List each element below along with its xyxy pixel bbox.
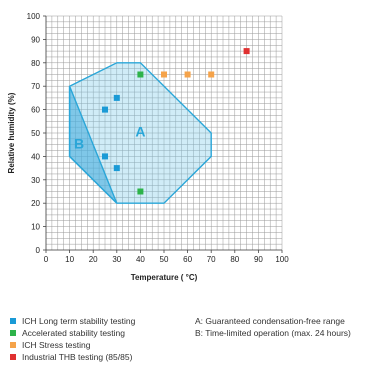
legend-label-thb: Industrial THB testing (85/85) xyxy=(22,352,133,362)
x-tick-label: 50 xyxy=(160,255,169,264)
legend-label-long-term: ICH Long term stability testing xyxy=(22,316,136,326)
legend-label-region-a: A: Guaranteed condensation-free range xyxy=(195,316,345,326)
x-tick-label: 100 xyxy=(275,255,289,264)
legend-item-long-term: ICH Long term stability testing xyxy=(10,315,135,327)
legend-item-stress: ICH Stress testing xyxy=(10,339,135,351)
legend-label-accelerated: Accelerated stability testing xyxy=(22,328,125,338)
data-point-series-0 xyxy=(113,94,120,101)
y-tick-label: 10 xyxy=(31,223,40,232)
region-label-a: A xyxy=(135,124,145,140)
legend-label-region-b: B: Time-limited operation (max. 24 hours… xyxy=(195,328,351,338)
legend-swatch-thb xyxy=(10,354,16,360)
x-tick-label: 30 xyxy=(112,255,121,264)
data-point-series-2 xyxy=(161,71,167,78)
x-tick-label: 80 xyxy=(230,255,239,264)
y-tick-label: 100 xyxy=(27,12,41,21)
legend-swatch-accelerated xyxy=(10,330,16,336)
legend-item-region-a: A: Guaranteed condensation-free range xyxy=(195,315,351,327)
y-axis-title: Relative humidity (%) xyxy=(7,92,16,173)
y-tick-label: 40 xyxy=(31,152,40,161)
legend-swatch-stress xyxy=(10,342,16,348)
y-tick-label: 90 xyxy=(31,35,40,44)
data-point-series-0 xyxy=(102,106,108,113)
legend-label-stress: ICH Stress testing xyxy=(22,340,91,350)
y-tick-label: 0 xyxy=(36,246,41,255)
y-tick-label: 30 xyxy=(31,176,40,185)
data-point-series-3 xyxy=(243,48,250,55)
x-tick-label: 0 xyxy=(44,255,49,264)
data-point-series-0 xyxy=(102,153,108,160)
data-point-series-1 xyxy=(137,188,144,195)
legend-right: A: Guaranteed condensation-free range B:… xyxy=(195,315,351,339)
y-tick-label: 80 xyxy=(31,59,40,68)
region-b xyxy=(68,85,118,204)
legend-left: ICH Long term stability testing Accelera… xyxy=(10,315,135,363)
x-tick-label: 40 xyxy=(136,255,145,264)
y-tick-label: 20 xyxy=(31,199,40,208)
x-tick-label: 70 xyxy=(207,255,216,264)
legend-item-region-b: B: Time-limited operation (max. 24 hours… xyxy=(195,327,351,339)
legend-item-accelerated: Accelerated stability testing xyxy=(10,327,135,339)
legend-swatch-long-term xyxy=(10,318,16,324)
data-point-series-2 xyxy=(208,71,215,78)
x-tick-label: 20 xyxy=(89,255,98,264)
x-tick-label: 90 xyxy=(254,255,263,264)
region-label-b: B xyxy=(74,135,84,151)
data-point-series-0 xyxy=(113,165,120,172)
data-point-series-1 xyxy=(137,71,144,78)
y-tick-label: 50 xyxy=(31,129,40,138)
y-tick-label: 60 xyxy=(31,106,40,115)
x-tick-label: 10 xyxy=(65,255,74,264)
legend-item-thb: Industrial THB testing (85/85) xyxy=(10,351,135,363)
y-tick-label: 70 xyxy=(31,82,40,91)
data-point-series-2 xyxy=(184,71,191,78)
x-tick-label: 60 xyxy=(183,255,192,264)
x-axis-title: Temperature ( °C) xyxy=(131,273,198,282)
